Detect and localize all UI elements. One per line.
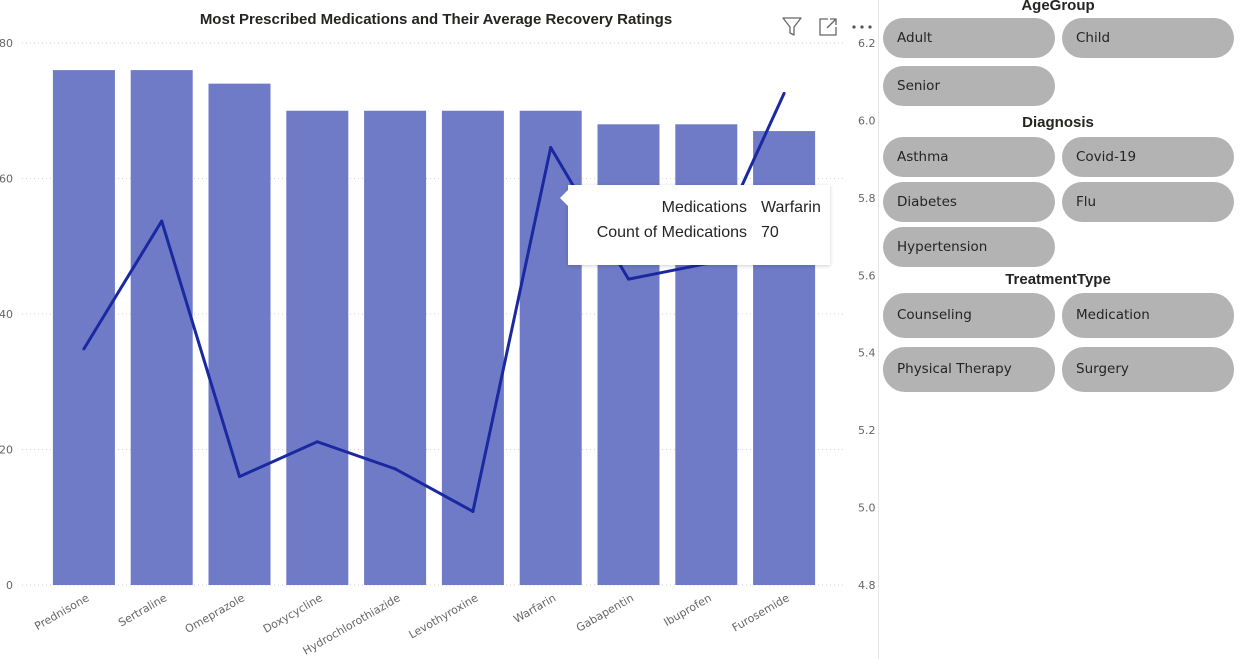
slicer-title-agegroup: AgeGroup [1021,0,1095,14]
more-options-icon[interactable] [850,15,874,39]
x-axis-category-label: Warfarin [511,591,558,626]
chip-surgery[interactable]: Surgery [1062,347,1234,392]
line-point [393,467,397,471]
y-axis-right-tick-label: 4.8 [858,579,876,592]
chip-adult[interactable]: Adult [883,18,1055,58]
x-axis-category-label: Prednisone [32,591,91,633]
y-axis-right-tick-label: 5.8 [858,192,876,205]
y-axis-left-tick-label: 80 [0,37,13,50]
combo-chart: 0 20 40 60 80 4.8 5.0 5.2 5.4 5.6 5.8 6.0 6.2 Predn… [0,37,876,658]
y-axis-right-tick-label: 5.0 [858,502,876,515]
x-axis-category-label: Ibuprofen [662,591,714,629]
x-axis-category-label: Gabapentin [574,591,636,634]
tooltip-key: Count of Medications [596,224,747,241]
chip-hypertension[interactable]: Hypertension [883,227,1055,267]
y-axis-right-tick-label: 5.2 [858,424,876,437]
line-point [471,509,475,513]
chip-diabetes[interactable]: Diabetes [883,182,1055,222]
chip-child[interactable]: Child [1062,18,1234,58]
y-axis-left-tick-label: 40 [0,308,13,321]
panel-divider [878,0,879,659]
slicer-panel: AgeGroup Adult Child Senior Diagnosis As… [880,0,1242,400]
focus-mode-icon[interactable] [816,15,840,39]
chip-counseling[interactable]: Counseling [883,293,1055,338]
line-point [315,440,319,444]
x-axis-category-label: Furosemide [730,591,792,634]
x-axis-category-label: Omeprazole [183,591,247,636]
bar-doxycycline [286,110,349,585]
y-axis-left-tick-label: 0 [6,579,13,592]
chip-covid-19[interactable]: Covid-19 [1062,137,1234,177]
chip-senior[interactable]: Senior [883,66,1055,106]
tooltip: Medications Warfarin Count of Medication… [560,185,830,265]
chart-title: Most Prescribed Medications and Their Av… [199,11,673,28]
bar-prednisone [52,70,115,586]
line-point [549,146,553,150]
chart-visual[interactable]: 0 20 40 60 80 4.8 5.0 5.2 5.4 5.6 5.8 6.0 6.2 Predn… [0,0,878,659]
slicer-title-treatmenttype: TreatmentType [1005,271,1111,288]
y-axis-right-tick-label: 5.4 [858,347,876,360]
line-point [627,277,630,281]
y-axis-right-tick-label: 6.0 [858,114,876,127]
line-point [238,475,241,479]
line-point [160,219,164,223]
x-axis-category-label: Doxycycline [261,591,325,636]
x-axis-category-label: Sertraline [116,591,169,629]
chip-physical-therapy[interactable]: Physical Therapy [883,347,1055,392]
bar-hydrochlorothiazide [364,110,427,585]
y-axis-right-tick-label: 5.6 [858,269,876,282]
tooltip-value: Warfarin [761,199,821,216]
tooltip-caret [560,190,568,206]
line-point [782,91,786,95]
line-point [82,347,86,351]
bar-omeprazole [208,83,271,586]
y-axis-left-tick-label: 20 [0,444,13,457]
x-axis-category-label: Levothyroxine [407,591,481,641]
y-axis-left-tick-label: 60 [0,173,13,186]
recovery-rating-line [82,92,786,513]
chip-medication[interactable]: Medication [1062,293,1234,338]
bar-sertraline [130,70,193,586]
y-axis-right-tick-label: 6.2 [858,37,876,50]
chip-asthma[interactable]: Asthma [883,137,1055,177]
filter-icon[interactable] [780,15,804,39]
tooltip-value: 70 [761,224,779,241]
tooltip-key: Medications [661,199,747,216]
bar-levothyroxine [441,110,504,585]
slicer-title-diagnosis: Diagnosis [1022,114,1094,131]
chip-flu[interactable]: Flu [1062,182,1234,222]
